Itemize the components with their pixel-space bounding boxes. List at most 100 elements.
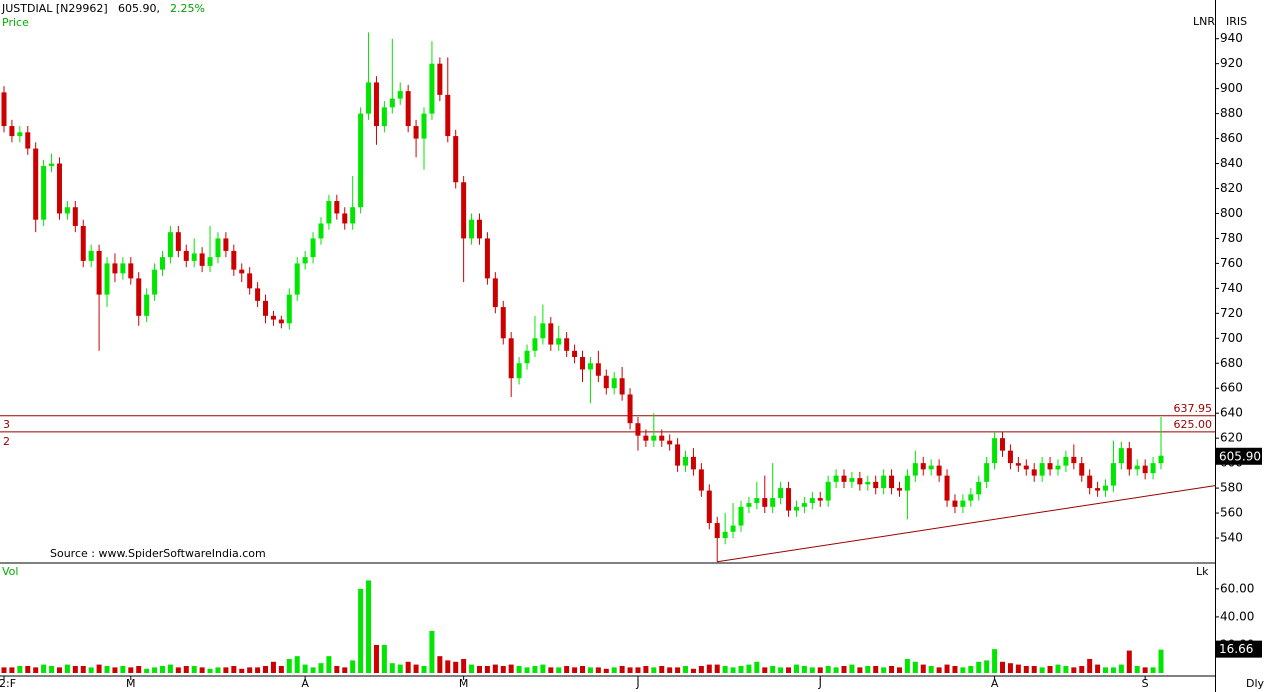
candle-body (611, 378, 617, 389)
volume-bar (183, 665, 189, 673)
y-tick-label: 680 (1220, 356, 1243, 370)
candle-body (722, 531, 728, 539)
volume-bar (675, 667, 681, 673)
candle-body (1007, 450, 1013, 464)
candle-body (706, 490, 712, 524)
volume-bar (326, 656, 332, 673)
candle-body (159, 257, 165, 270)
volume-bar (112, 667, 118, 673)
candle-body (1118, 448, 1124, 464)
candle-body (381, 107, 387, 127)
volume-bar (17, 665, 23, 673)
volume-bar (199, 667, 205, 673)
x-tick-label: A (991, 677, 999, 690)
volume-bar (1126, 650, 1132, 673)
candle-body (373, 82, 379, 127)
volume-bar (762, 667, 768, 673)
candle-body (904, 475, 910, 491)
volume-bar (1118, 664, 1124, 673)
volume-bar (881, 667, 887, 673)
volume-bar (1110, 667, 1116, 673)
candle-body (492, 278, 498, 308)
candle-body (778, 488, 784, 499)
volume-bar (104, 665, 110, 673)
volume-bar (25, 665, 31, 673)
x-tick-label: J (818, 677, 822, 690)
candle-body (1015, 463, 1021, 466)
volume-bar (120, 665, 126, 673)
candle-body (1158, 455, 1164, 464)
candle-body (278, 319, 284, 324)
volume-bar (896, 667, 902, 673)
volume-bar (350, 660, 356, 673)
candle-body (239, 269, 245, 274)
candle-body (1150, 463, 1156, 474)
volume-bar (952, 665, 958, 673)
volume-bar (64, 664, 70, 673)
volume-bar (437, 656, 443, 673)
candle-body (334, 200, 340, 214)
candle-body (572, 350, 578, 358)
volume-bar (445, 660, 451, 673)
volume-bar (358, 588, 364, 673)
volume-bar (1031, 665, 1037, 673)
candle-body (9, 126, 15, 137)
volume-bar (1134, 665, 1140, 673)
source: Source : www.SpiderSoftwareIndia.com (50, 547, 266, 560)
candle-body (841, 475, 847, 482)
candle-body (825, 481, 831, 501)
volume-bar (556, 667, 562, 673)
volume-bar (278, 665, 284, 673)
panel-label: Price (2, 16, 29, 29)
volume-bar (714, 664, 720, 673)
lnr: LNR (1193, 15, 1215, 28)
volume-bar (56, 667, 62, 673)
candle-body (548, 323, 554, 345)
volume-bar (912, 661, 918, 673)
volume-bar (255, 667, 261, 673)
level-name: 2 (3, 435, 10, 448)
volume-bar (809, 667, 815, 673)
y-tick-label: 840 (1220, 156, 1243, 170)
volume-bar (1063, 665, 1069, 673)
candle-body (207, 257, 213, 266)
volume-bar (920, 664, 926, 673)
volume-bar (88, 667, 94, 673)
candle-body (635, 423, 641, 436)
candle-body (809, 498, 815, 504)
vol-label: Vol (2, 565, 18, 578)
y-tick-label: 580 (1220, 481, 1243, 495)
candle-body (421, 113, 427, 139)
volume-bar (580, 665, 585, 673)
candle-body (619, 378, 625, 395)
volume-bar (461, 658, 467, 673)
candle-body (1142, 465, 1148, 474)
volume-bar (310, 667, 316, 673)
volume-bar (1047, 665, 1053, 673)
volume-bar (706, 664, 712, 673)
volume-bar (167, 664, 173, 673)
candle-body (326, 200, 332, 224)
volume-bar (928, 665, 934, 673)
volume-bar (1142, 667, 1148, 673)
volume-bar (263, 665, 269, 673)
candle-body (469, 219, 475, 239)
candle-body (389, 98, 395, 108)
candle-body (683, 456, 689, 466)
candle-body (405, 91, 411, 127)
volume-bar (611, 667, 617, 673)
volume-bar (175, 667, 181, 673)
x-tick-label: M (459, 677, 469, 690)
level-label: 637.95 (1174, 402, 1213, 415)
volume-bar (96, 664, 102, 673)
x-tick-label: M (126, 677, 136, 690)
volume-bar (33, 667, 39, 673)
volume-bar (857, 667, 863, 673)
volume-bar (421, 665, 427, 673)
candle-body (286, 294, 292, 324)
volume-bar (1055, 664, 1061, 673)
last-volume-box (1216, 640, 1262, 658)
candle-body (96, 250, 102, 295)
volume-bar (1158, 649, 1164, 673)
